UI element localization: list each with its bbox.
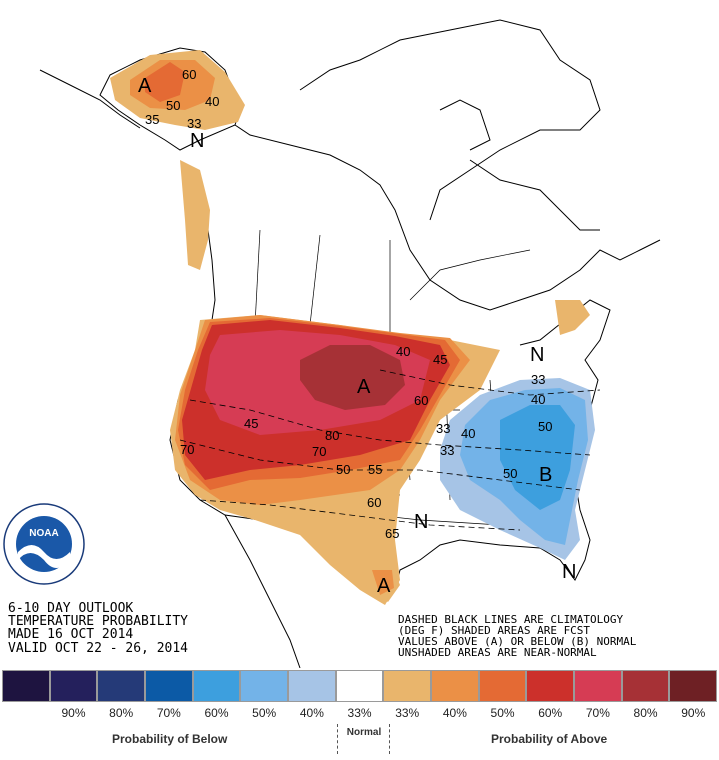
legend-swatch [478, 670, 527, 702]
label-normal-ne: N [530, 344, 544, 366]
notes-line-4: UNSHADED AREAS ARE NEAR-NORMAL [398, 646, 597, 659]
contour-label: 65 [385, 526, 399, 541]
title-line-3: MADE 16 OCT 2014 [8, 627, 133, 642]
legend-swatch [240, 670, 289, 702]
tx-above-50 [372, 570, 394, 595]
noaa-logo-text: NOAA [29, 528, 58, 539]
contour-label: 33 [436, 421, 450, 436]
label-normal-florida: N [562, 561, 576, 583]
legend-tick: 70% [585, 706, 610, 720]
contour-label: 55 [368, 462, 382, 477]
category-labels: A A A B N N N N [138, 75, 576, 597]
legend-swatch [145, 670, 193, 702]
legend-swatch [192, 670, 241, 702]
above-normal-areas [110, 50, 590, 605]
title-line-1: 6-10 DAY OUTLOOK [8, 601, 133, 616]
label-below-east: B [539, 464, 552, 486]
legend-swatch [383, 670, 432, 702]
legend-tick: 50% [490, 706, 515, 720]
climatology-lines [179, 369, 601, 531]
ak-above-60 [145, 62, 185, 102]
contour-label: 45 [433, 352, 447, 367]
legend-tick [2, 706, 50, 722]
label-normal-alaska: N [190, 130, 204, 152]
contour-label: 33 [531, 372, 545, 387]
legend-tick: 40% [299, 706, 324, 720]
legend-below-caption: Probability of Below [112, 732, 228, 746]
legend-swatch [335, 670, 384, 702]
pnw-above [180, 160, 210, 270]
legend-tick: 40% [442, 706, 467, 720]
legend-color-bar [2, 670, 718, 702]
legend-swatch [49, 670, 98, 702]
title-line-4: VALID OCT 22 - 26, 2014 [8, 641, 188, 656]
outlook-map: A A A B N N N N 60 50 40 33 35 45 80 70 … [3, 19, 661, 668]
legend-normal-left-divider [337, 724, 338, 754]
title-line-2: TEMPERATURE PROBABILITY [8, 614, 188, 629]
notes-line-3: VALUES ABOVE (A) OR BELOW (B) NORMAL [398, 635, 637, 648]
east-below-50 [500, 405, 575, 510]
contour-label: 40 [531, 392, 545, 407]
contour-label: 60 [182, 67, 196, 82]
contour-label: 70 [180, 442, 194, 457]
contour-label: 60 [414, 393, 428, 408]
legend-tick: 60% [538, 706, 563, 720]
legend-tick: 60% [204, 706, 229, 720]
below-normal-areas [440, 378, 595, 560]
contour-label: 45 [244, 416, 258, 431]
legend-above-caption: Probability of Above [491, 732, 608, 746]
label-above-alaska: A [138, 75, 152, 97]
notes-line-2: (DEG F) SHADED AREAS ARE FCST [398, 624, 590, 637]
label-normal-south: N [414, 511, 428, 533]
legend-tick: 33% [347, 706, 372, 720]
contour-label: 50 [336, 462, 350, 477]
legend-normal-caption: Normal [346, 727, 382, 738]
contour-label: 50 [538, 419, 552, 434]
noaa-logo: NOAA [3, 503, 85, 585]
legend-tick: 50% [252, 706, 277, 720]
legend-swatch [669, 670, 718, 702]
contour-label: 50 [166, 98, 180, 113]
legend-tick: 90% [61, 706, 86, 720]
legend-swatch [431, 670, 479, 702]
contour-label: 40 [396, 344, 410, 359]
contour-label: 33 [187, 116, 201, 131]
contour-label: 33 [440, 443, 454, 458]
legend-tick: 80% [633, 706, 658, 720]
legend-tick: 90% [681, 706, 706, 720]
legend-tick: 33% [395, 706, 420, 720]
contour-label: 50 [503, 466, 517, 481]
contour-label: 40 [461, 426, 475, 441]
legend-swatch [621, 670, 670, 702]
contour-label: 40 [205, 94, 219, 109]
legend-swatch [97, 670, 146, 702]
label-above-texas: A [377, 575, 391, 597]
ne-above-40 [555, 300, 590, 335]
legend-swatch [574, 670, 622, 702]
legend-tick: 70% [156, 706, 181, 720]
label-above-plains: A [357, 376, 371, 398]
legend-swatch [2, 670, 50, 702]
notes-line-1: DASHED BLACK LINES ARE CLIMATOLOGY [398, 613, 624, 626]
plains-above-90 [300, 345, 405, 410]
legend-normal-right-divider [389, 724, 390, 754]
contour-label: 80 [325, 428, 339, 443]
contour-labels: 60 50 40 33 35 45 80 70 70 60 50 55 60 4… [145, 67, 552, 541]
legend-tick-labels: 90% 80% 70% 60% 50% 40% 33% 33% 40% 50% 60% 70% 80% 9… [2, 706, 717, 722]
contour-label: 70 [312, 444, 326, 459]
notes-block: DASHED BLACK LINES ARE CLIMATOLOGY (DEG … [398, 613, 637, 659]
title-block: 6-10 DAY OUTLOOK TEMPERATURE PROBABILITY… [8, 601, 188, 656]
contour-label: 35 [145, 112, 159, 127]
legend-swatch [288, 670, 336, 702]
legend-tick: 80% [109, 706, 134, 720]
contour-label: 60 [367, 495, 381, 510]
legend-swatch [526, 670, 575, 702]
